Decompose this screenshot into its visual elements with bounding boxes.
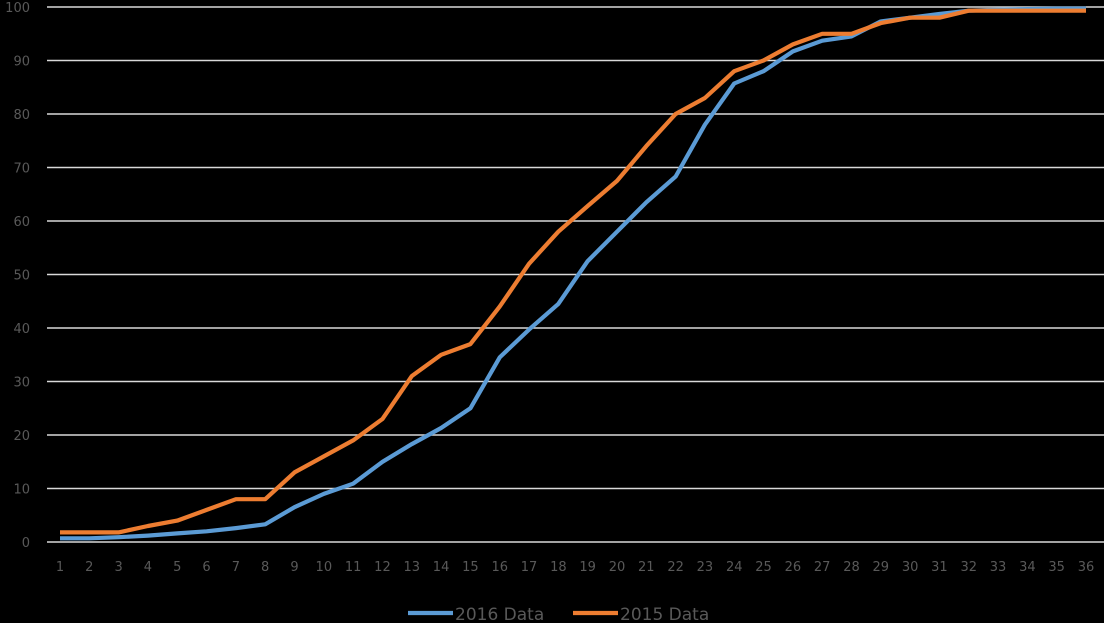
y-tick-label: 0 xyxy=(22,536,30,551)
x-tick-label: 17 xyxy=(521,560,538,575)
x-tick-label: 10 xyxy=(316,560,333,575)
x-tick-label: 31 xyxy=(931,560,948,575)
x-tick-label: 8 xyxy=(261,560,269,575)
y-tick-label: 100 xyxy=(5,1,30,16)
y-tick-label: 30 xyxy=(13,376,30,391)
x-tick-label: 20 xyxy=(609,560,626,575)
x-tick-label: 24 xyxy=(726,560,743,575)
x-tick-label: 32 xyxy=(960,560,977,575)
x-tick-label: 9 xyxy=(290,560,298,575)
x-axis-ticks: 1 2 3 4 5 6 7 8 9 10 11 12 13 14 15 16 17 18 19 20 21 22 23 24 2… xyxy=(56,560,1094,575)
gridlines xyxy=(47,6,1104,543)
x-tick-label: 30 xyxy=(902,560,919,575)
x-tick-label: 26 xyxy=(785,560,802,575)
x-tick-label: 29 xyxy=(873,560,890,575)
x-tick-label: 27 xyxy=(814,560,831,575)
data-lines xyxy=(60,6,1086,541)
x-tick-label: 2 xyxy=(85,560,93,575)
legend-label: 2015 Data xyxy=(620,605,709,623)
x-tick-label: 36 xyxy=(1078,560,1095,575)
x-tick-label: 19 xyxy=(579,560,596,575)
legend-item: 2016 Data xyxy=(408,605,544,623)
y-tick-label: 60 xyxy=(13,215,30,230)
legend: 2016 Data 2015 Data xyxy=(408,605,709,623)
y-tick-label: 10 xyxy=(13,483,30,498)
x-tick-label: 18 xyxy=(550,560,567,575)
x-tick-label: 4 xyxy=(144,560,152,575)
x-tick-label: 23 xyxy=(697,560,714,575)
legend-label: 2016 Data xyxy=(455,605,544,623)
x-tick-label: 21 xyxy=(638,560,655,575)
x-tick-label: 1 xyxy=(56,560,64,575)
legend-item: 2015 Data xyxy=(573,605,709,623)
series-line-2016-data xyxy=(60,6,1086,541)
x-tick-label: 33 xyxy=(990,560,1007,575)
x-tick-label: 14 xyxy=(433,560,450,575)
series-line-2015-data xyxy=(60,8,1086,535)
x-tick-label: 22 xyxy=(667,560,684,575)
x-tick-label: 28 xyxy=(843,560,860,575)
x-tick-label: 25 xyxy=(755,560,772,575)
y-tick-label: 80 xyxy=(13,108,30,123)
y-tick-label: 20 xyxy=(13,429,30,444)
x-tick-label: 11 xyxy=(345,560,362,575)
x-tick-label: 13 xyxy=(403,560,420,575)
x-tick-label: 7 xyxy=(232,560,240,575)
y-tick-label: 70 xyxy=(13,162,30,177)
y-axis-ticks: 0 10 20 30 40 50 60 70 80 90 100 xyxy=(5,1,30,551)
x-tick-label: 5 xyxy=(173,560,181,575)
y-tick-label: 50 xyxy=(13,269,30,284)
y-tick-label: 90 xyxy=(13,55,30,70)
x-tick-label: 15 xyxy=(462,560,479,575)
x-tick-label: 12 xyxy=(374,560,391,575)
x-tick-label: 3 xyxy=(114,560,122,575)
x-tick-label: 6 xyxy=(202,560,210,575)
x-tick-label: 16 xyxy=(491,560,508,575)
x-tick-label: 35 xyxy=(1048,560,1065,575)
x-tick-label: 34 xyxy=(1019,560,1036,575)
y-tick-label: 40 xyxy=(13,322,30,337)
